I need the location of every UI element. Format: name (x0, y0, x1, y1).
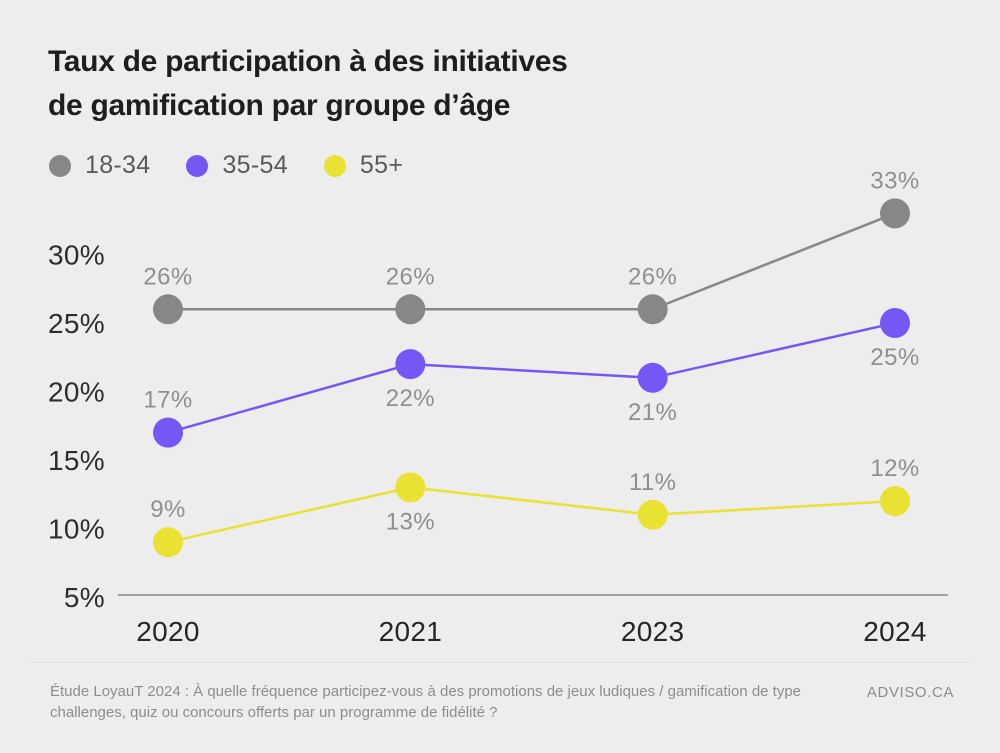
data-point-label: 22% (386, 385, 435, 412)
series-line (167, 321, 896, 434)
footer-divider (30, 662, 970, 663)
data-point (637, 362, 668, 393)
data-point (879, 198, 910, 229)
data-point (637, 294, 668, 325)
data-point-label: 26% (628, 263, 677, 290)
y-axis-tick: 5% (64, 582, 105, 613)
data-point (395, 294, 426, 325)
legend-label: 35-54 (222, 151, 288, 179)
brand-label: ADVISO.CA (866, 684, 954, 701)
series-line (167, 486, 896, 544)
data-point-label: 33% (870, 167, 919, 194)
data-point-label: 11% (629, 469, 676, 496)
x-axis-tick: 2021 (379, 616, 443, 647)
y-axis-tick: 15% (48, 445, 105, 476)
chart-title: Taux de participation à des initiatives … (48, 40, 568, 128)
data-point-label: 21% (628, 399, 677, 426)
legend-label: 18-34 (85, 151, 151, 179)
data-point-label: 9% (150, 496, 186, 523)
data-point-label: 26% (143, 263, 192, 290)
legend-item-55plus: 55+ (323, 151, 404, 180)
legend-item-35-54: 35-54 (186, 151, 288, 180)
legend-dot-icon (323, 154, 346, 177)
data-point (153, 527, 183, 558)
y-axis-tick: 10% (48, 514, 105, 545)
y-axis-tick: 20% (48, 377, 105, 408)
series-line (168, 212, 896, 311)
chart-title-line-2: de gamification par groupe d’âge (48, 89, 511, 122)
y-axis-tick: 30% (48, 240, 105, 271)
data-point (153, 417, 183, 448)
legend-dot-icon (186, 154, 209, 177)
legend-item-18-34: 18-34 (49, 151, 150, 180)
data-point-label: 25% (870, 344, 919, 371)
x-axis-tick: 2023 (621, 616, 685, 647)
data-point-label: 12% (870, 455, 919, 482)
legend-dot-icon (49, 154, 71, 177)
data-point (879, 308, 910, 338)
data-point-label: 17% (143, 387, 192, 414)
source-caption: Étude LoyauT 2024 : À quelle fréquence p… (50, 683, 802, 721)
chart-title-line-1: Taux de participation à des initiatives (48, 45, 568, 78)
data-point-label: 26% (386, 263, 435, 290)
data-point-label: 13% (386, 508, 435, 535)
y-axis-tick: 25% (48, 308, 105, 339)
data-point (637, 499, 668, 530)
x-axis-tick: 2024 (863, 616, 927, 647)
data-point (395, 472, 426, 503)
x-axis-tick: 2020 (136, 616, 200, 647)
legend-label: 55+ (359, 151, 404, 179)
data-point (395, 349, 426, 380)
data-point (153, 294, 183, 325)
legend: 18-34 35-54 55+ (49, 151, 403, 180)
data-point (879, 486, 910, 517)
